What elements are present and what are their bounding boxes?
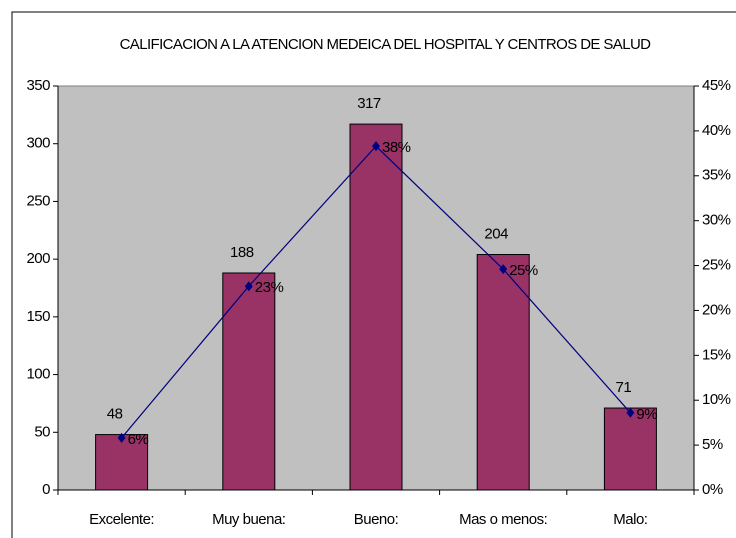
y-tick-label: 150 — [26, 308, 50, 325]
x-tick-label: Muy buena: — [212, 511, 285, 528]
y2-tick-label: 0% — [702, 481, 723, 498]
line-marker — [117, 432, 126, 443]
line-value-label: 23% — [255, 279, 284, 296]
bar — [603, 407, 657, 491]
y-tick-label: 0 — [42, 481, 50, 498]
line-marker — [244, 281, 253, 292]
line-value-label: 25% — [509, 262, 538, 279]
y2-tick-label: 20% — [702, 301, 731, 318]
y2-tick-label: 15% — [702, 346, 731, 363]
y-tick-label: 350 — [26, 77, 50, 94]
bar-value-label: 71 — [616, 379, 632, 396]
bar — [222, 272, 276, 491]
y2-tick-label: 35% — [702, 167, 731, 184]
y2-tick-label: 25% — [702, 257, 731, 274]
chart-title: CALIFICACION A LA ATENCION MEDEICA DEL H… — [119, 36, 651, 53]
bar-value-label: 188 — [230, 244, 254, 261]
line-marker — [626, 407, 635, 418]
line-value-label: 6% — [128, 431, 149, 448]
y-tick-label: 300 — [26, 135, 50, 152]
bar-value-label: 317 — [357, 95, 381, 112]
line-marker — [499, 264, 508, 275]
x-tick-label: Malo: — [613, 511, 647, 528]
bar-value-label: 48 — [107, 406, 123, 423]
bar — [349, 123, 403, 491]
y-tick-label: 50 — [34, 423, 50, 440]
x-tick-label: Mas o menos: — [459, 511, 547, 528]
line-value-label: 38% — [382, 139, 411, 156]
y2-tick-label: 45% — [702, 77, 731, 94]
x-tick-label: Excelente: — [89, 511, 154, 528]
y-tick-label: 100 — [26, 366, 50, 383]
line-marker — [372, 141, 380, 152]
y2-tick-label: 10% — [702, 391, 731, 408]
y-tick-label: 250 — [26, 192, 50, 209]
line-value-label: 9% — [636, 406, 657, 423]
y-tick-label: 200 — [26, 250, 50, 267]
bar — [476, 254, 530, 491]
y2-tick-label: 30% — [702, 212, 731, 229]
x-tick-label: Bueno: — [354, 511, 399, 528]
bar-value-label: 204 — [484, 225, 508, 242]
y2-tick-label: 40% — [702, 122, 731, 139]
y2-tick-label: 5% — [702, 436, 723, 453]
